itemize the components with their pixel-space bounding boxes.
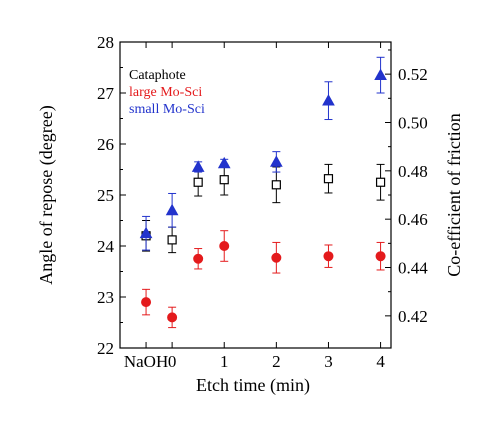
y2-tick-label: 0.46 [398, 210, 428, 229]
data-point [375, 251, 386, 262]
x-tick-label: 0 [168, 352, 177, 371]
y2-tick-label: 0.42 [398, 307, 428, 326]
data-point [165, 203, 179, 216]
data-point [375, 177, 386, 187]
data-point [193, 253, 204, 264]
text-layer: NaOH 0 1 2 3 4222324252627280.420.440.460.480… [36, 33, 464, 396]
data-point [323, 251, 334, 262]
data-point [269, 155, 283, 167]
data-point [167, 312, 178, 323]
data-point [139, 226, 153, 239]
data-point [193, 177, 203, 187]
data-point [217, 156, 231, 169]
y-tick-label: 27 [97, 84, 115, 103]
x-tick-label: NaOH [124, 352, 168, 371]
y-tick-label: 25 [97, 186, 114, 205]
y-tick-label: 28 [97, 33, 114, 52]
series-cataphote [141, 163, 386, 254]
plot-frame-layer [119, 41, 392, 349]
data-point [219, 241, 230, 251]
x-tick-label: 3 [324, 352, 333, 371]
data-point [374, 68, 387, 81]
x-tick-label: 1 [220, 352, 229, 371]
y-axis-title: Angle of repose (degree) [36, 105, 57, 284]
legend-entry: Cataphote [129, 68, 186, 83]
y2-tick-label: 0.48 [398, 162, 428, 181]
x-axis-title: Etch time (min) [196, 375, 310, 396]
y2-axis-title: Co-efficient of friction [444, 113, 464, 277]
data-point [141, 297, 152, 308]
legend-entry: large Mo-Sci [129, 85, 202, 100]
y-tick-label: 24 [97, 237, 115, 256]
data-point [219, 175, 229, 185]
y-tick-label: 26 [97, 135, 114, 154]
data-point [271, 252, 282, 263]
series-small-mo-sci [139, 56, 387, 251]
marks-layer [139, 56, 387, 329]
data-point [271, 180, 281, 190]
legend-entry: small Mo-Sci [129, 102, 205, 117]
x-tick-label: 2 [272, 352, 281, 371]
series-large-mo-sci [141, 230, 386, 329]
data-point [191, 160, 205, 172]
data-point [167, 235, 177, 245]
x-tick-label: 4 [376, 352, 385, 371]
y-tick-label: 23 [97, 288, 114, 307]
y-tick-label: 22 [97, 339, 114, 358]
data-point [323, 174, 334, 184]
y2-tick-label: 0.44 [398, 259, 428, 278]
y2-tick-label: 0.50 [398, 113, 428, 132]
y2-tick-label: 0.52 [398, 65, 428, 84]
data-point [322, 94, 335, 106]
